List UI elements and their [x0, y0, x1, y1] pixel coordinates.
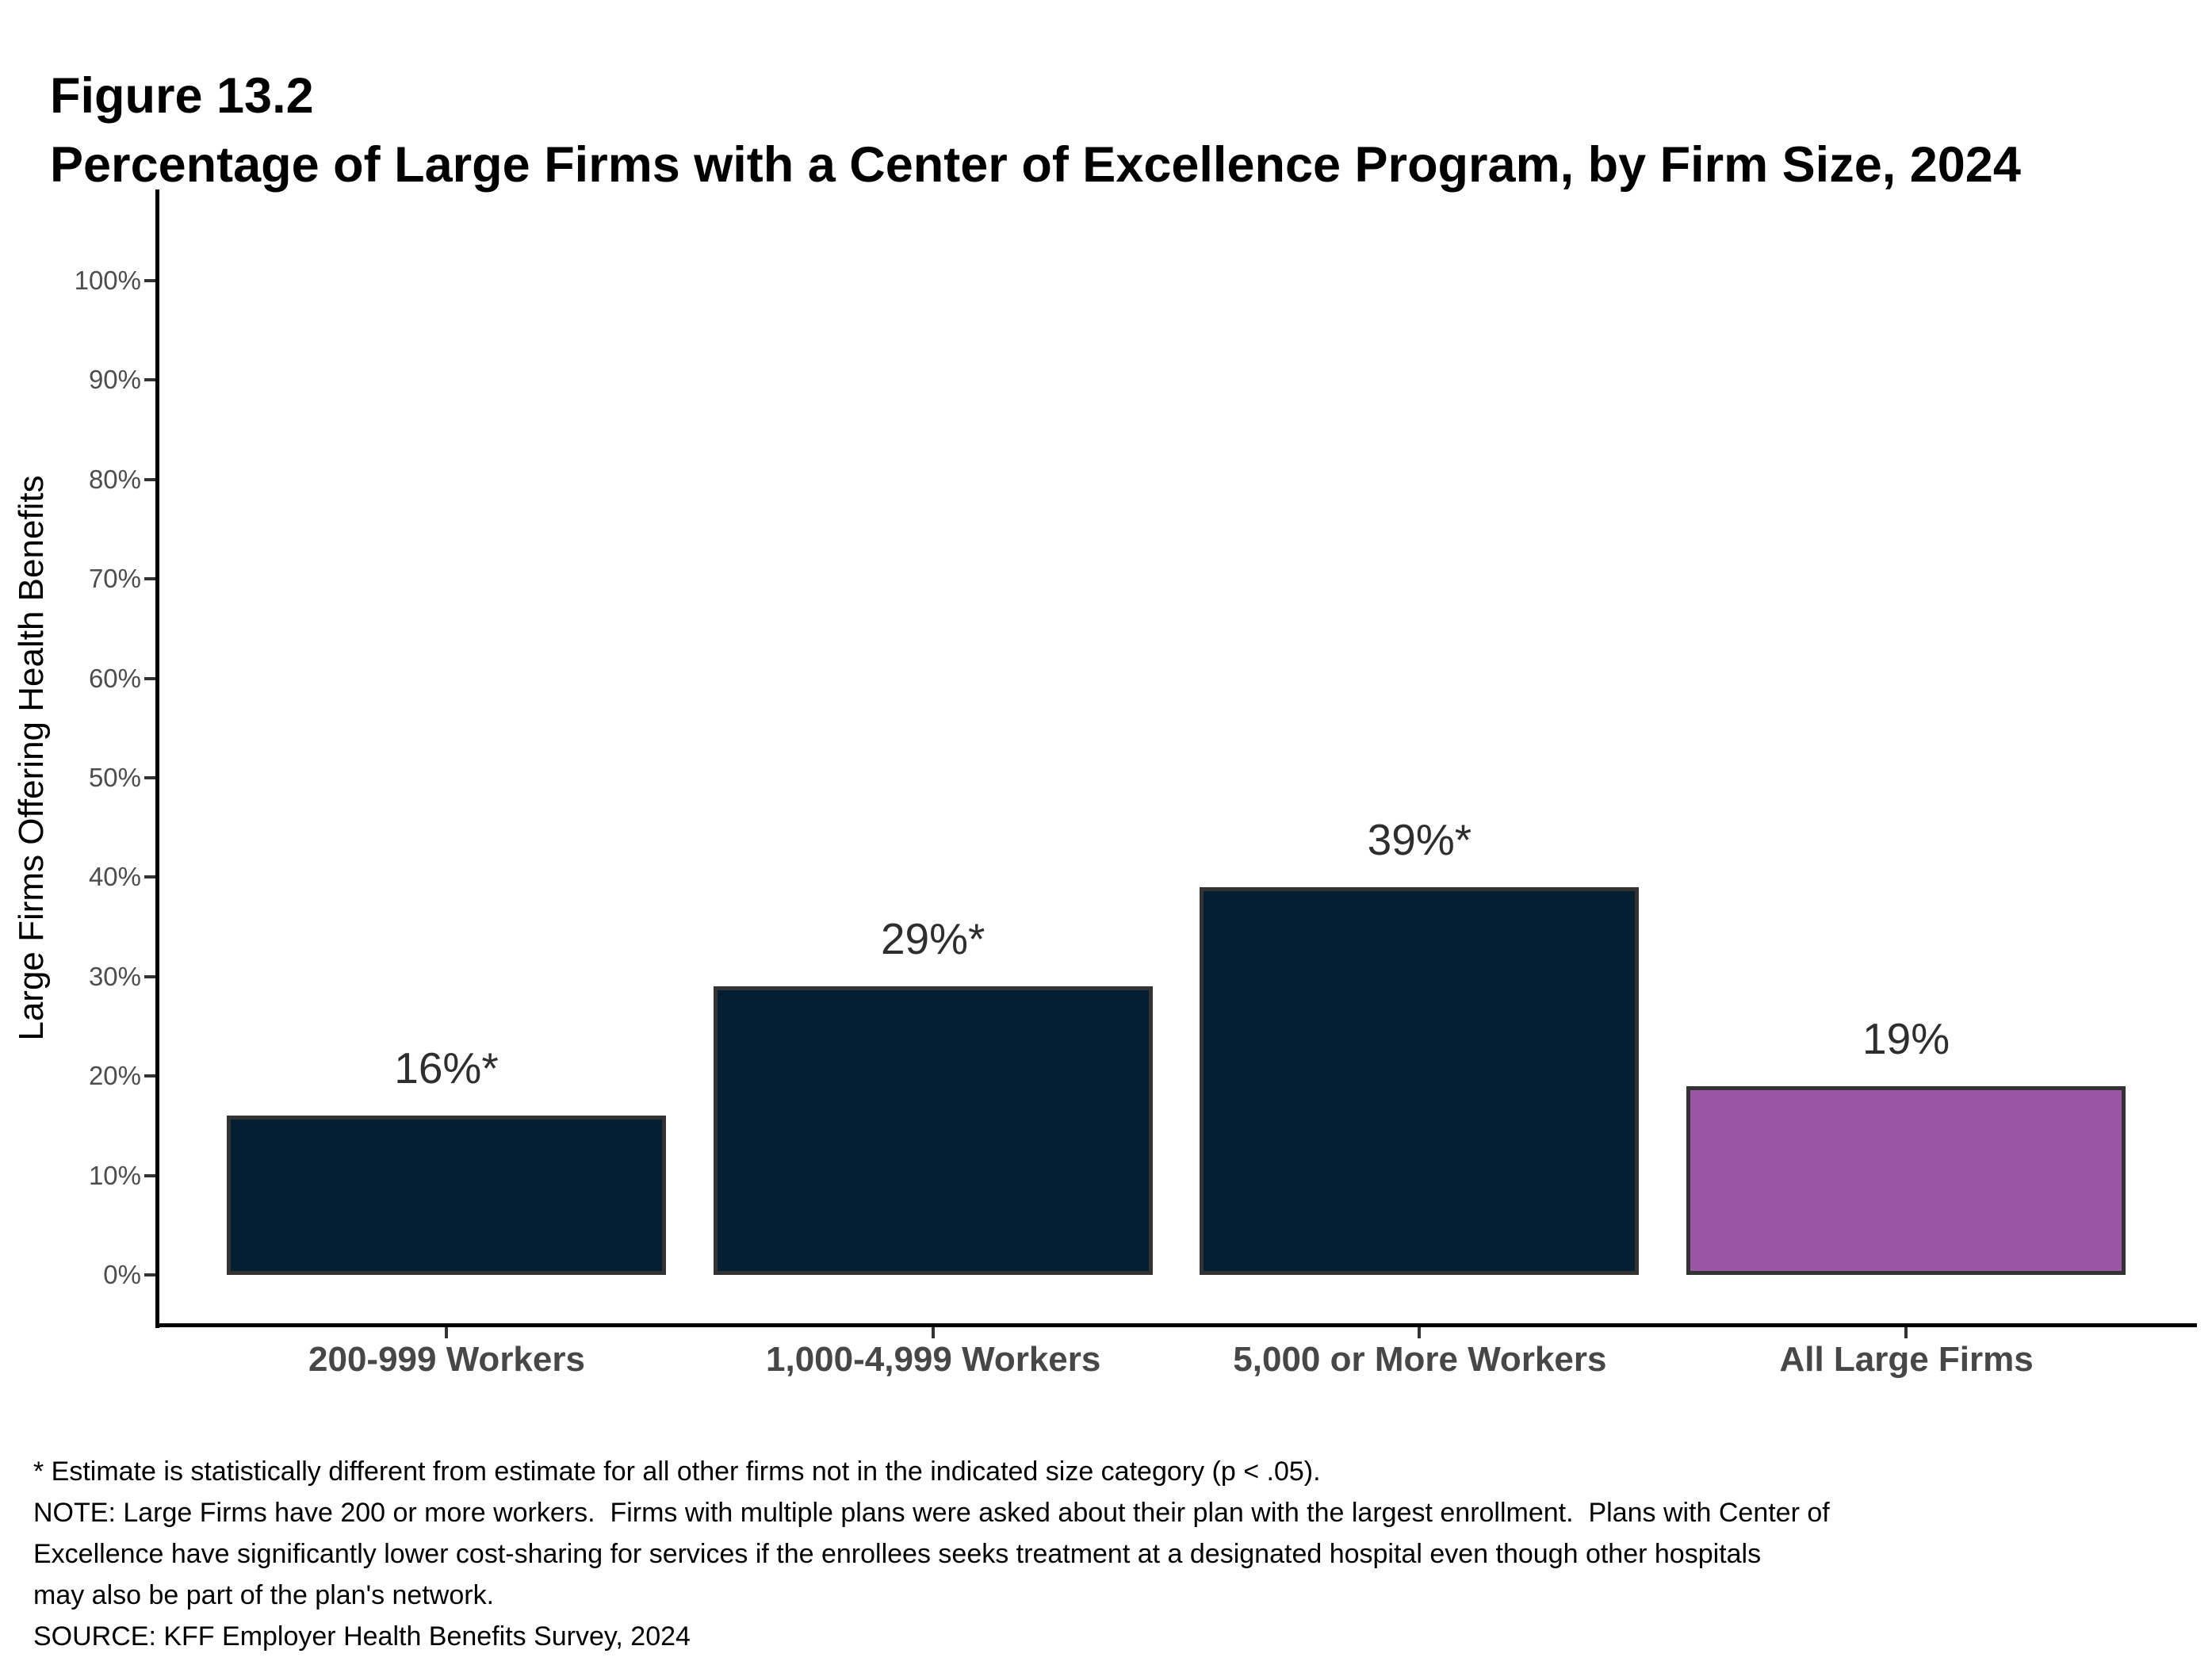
figure-title: Percentage of Large Firms with a Center …	[50, 137, 2021, 193]
bar-1	[227, 1116, 666, 1275]
y-tick-mark	[144, 676, 155, 680]
y-tick-label: 60%	[88, 663, 141, 693]
y-tick-mark	[144, 1074, 155, 1078]
bar-value-label: 19%	[1862, 1013, 1950, 1063]
x-axis-line	[155, 1323, 2197, 1327]
y-tick-label: 20%	[88, 1061, 141, 1091]
y-tick-mark	[144, 477, 155, 481]
y-tick-label: 10%	[88, 1160, 141, 1190]
note-line-2: Excellence have significantly lower cost…	[33, 1539, 1762, 1569]
figure-label: Figure 13.2	[50, 68, 314, 124]
y-tick-mark	[144, 378, 155, 382]
y-axis-title: Large Firms Offering Health Benefits	[12, 475, 51, 1041]
footnotes: * Estimate is statistically different fr…	[33, 1451, 1830, 1657]
x-axis-label: 1,000-4,999 Workers	[766, 1340, 1101, 1379]
bar-value-label: 29%*	[880, 914, 985, 964]
x-tick-mark	[445, 1327, 448, 1338]
bar-2	[713, 986, 1153, 1275]
x-tick-mark	[1418, 1327, 1422, 1338]
y-tick-label: 80%	[88, 464, 141, 494]
bar-3	[1200, 886, 1640, 1275]
x-axis-label: 5,000 or More Workers	[1233, 1340, 1607, 1379]
note-line-1: NOTE: Large Firms have 200 or more worke…	[33, 1498, 1830, 1528]
bar-value-label: 16%*	[394, 1043, 499, 1093]
x-axis-label: 200-999 Workers	[308, 1340, 585, 1379]
y-tick-label: 0%	[103, 1260, 141, 1289]
y-tick-mark	[144, 279, 155, 282]
y-tick-label: 40%	[88, 862, 141, 892]
x-tick-mark	[931, 1327, 935, 1338]
x-axis-label: All Large Firms	[1779, 1340, 2034, 1379]
y-tick-label: 50%	[88, 763, 141, 792]
y-axis-line	[155, 189, 159, 1328]
bar-value-label: 39%*	[1367, 814, 1472, 864]
y-tick-mark	[144, 577, 155, 581]
bar-4	[1686, 1085, 2126, 1275]
y-tick-mark	[144, 974, 155, 978]
source-note: SOURCE: KFF Employer Health Benefits Sur…	[33, 1621, 691, 1652]
y-tick-label: 100%	[74, 266, 141, 295]
x-tick-mark	[1904, 1327, 1908, 1338]
y-tick-label: 70%	[88, 564, 141, 594]
note-line-3: may also be part of the plan's network.	[33, 1580, 495, 1610]
y-tick-mark	[144, 776, 155, 779]
y-tick-mark	[144, 1173, 155, 1177]
y-tick-mark	[144, 1273, 155, 1276]
y-tick-label: 90%	[88, 365, 141, 395]
y-tick-label: 30%	[88, 961, 141, 991]
asterisk-note: * Estimate is statistically different fr…	[33, 1456, 1321, 1487]
y-tick-mark	[144, 875, 155, 879]
